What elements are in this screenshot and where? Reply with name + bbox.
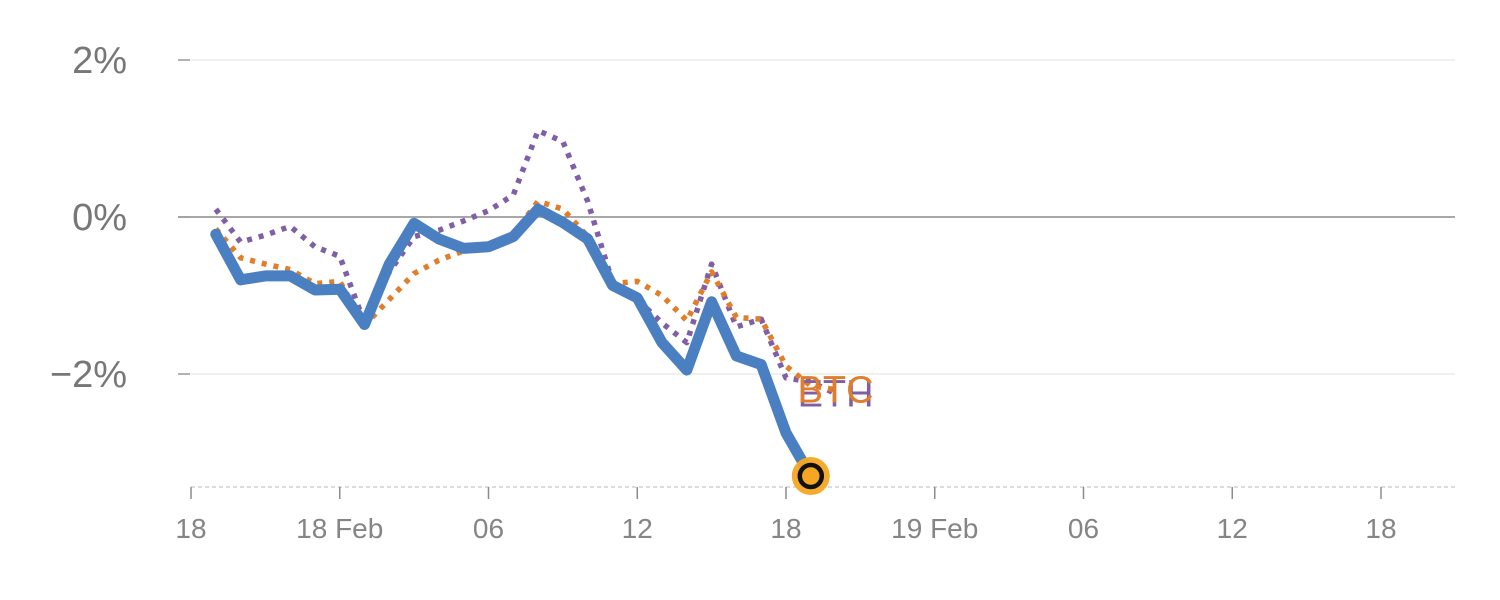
x-tick-label: 19 Feb bbox=[891, 513, 978, 544]
end-markers bbox=[791, 457, 830, 496]
eth-series-label: ETH bbox=[798, 374, 874, 416]
y-tick-label: 2% bbox=[72, 40, 127, 82]
primary-series-line bbox=[210, 203, 817, 482]
x-tick-label: 18 bbox=[175, 513, 206, 544]
gridlines bbox=[178, 59, 1455, 375]
end-marker-dot bbox=[797, 462, 825, 490]
x-tick-label: 06 bbox=[1068, 513, 1099, 544]
x-tick-label: 18 Feb bbox=[296, 513, 383, 544]
series-lines bbox=[210, 127, 837, 482]
y-tick-label: −2% bbox=[50, 354, 127, 396]
x-tick-label: 06 bbox=[473, 513, 504, 544]
x-tick-label: 12 bbox=[1217, 513, 1248, 544]
x-tick-label: 18 bbox=[1365, 513, 1396, 544]
x-tick-label: 18 bbox=[770, 513, 801, 544]
x-tick-label: 12 bbox=[622, 513, 653, 544]
y-tick-label: 0% bbox=[72, 197, 127, 239]
btc-series-label: BTC bbox=[798, 370, 874, 412]
btc-series-line bbox=[213, 198, 837, 393]
axes: 2% 0% −2% 18 18 Feb 06 12 18 19 Feb 06 12 18 bbox=[50, 40, 1455, 544]
